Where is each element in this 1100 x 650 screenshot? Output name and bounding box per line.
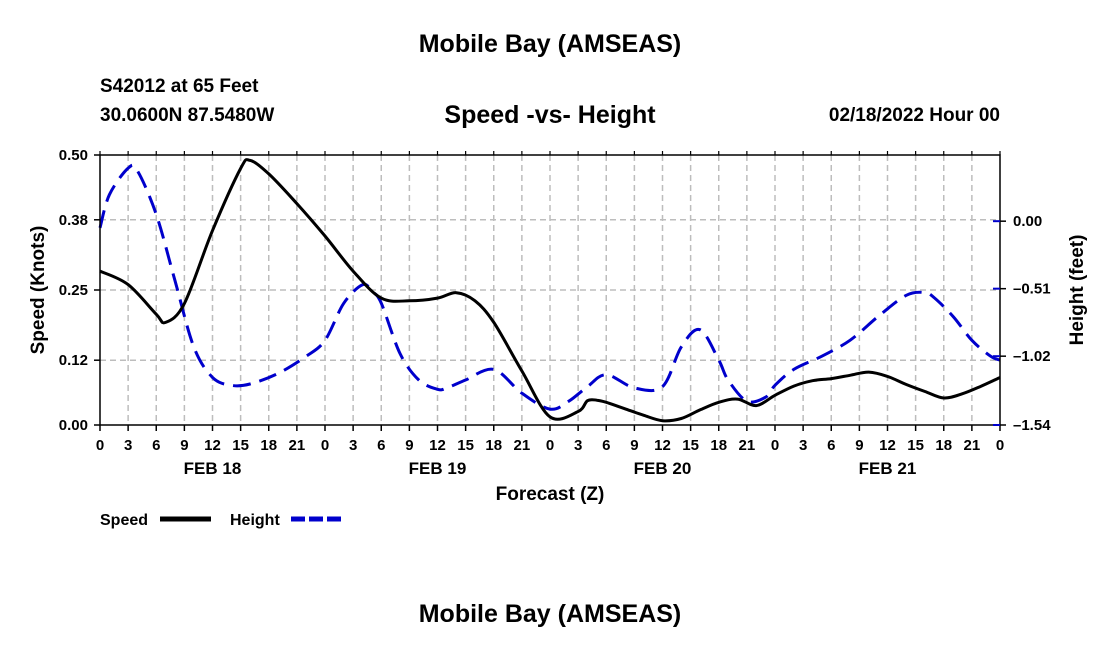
- x-tick-label: 12: [879, 437, 896, 454]
- x-tick-label: 21: [514, 437, 531, 454]
- series-layer: [98, 158, 1001, 423]
- y-tick-label: 0.12: [59, 352, 88, 369]
- y2-tick-label: –1.02: [1013, 348, 1051, 365]
- x-tick-label: 15: [457, 437, 474, 454]
- speed-height-chart: 0 3 6 9 12 15 18 21 0 3 6 9 12 15 18 21 0 3 6 9 12 15 18 21 0 3 6 9…: [28, 147, 1088, 529]
- x-tick-label: 0: [771, 437, 779, 454]
- x-tick-label: 15: [907, 437, 924, 454]
- axis-layer: 0 3 6 9 12 15 18 21 0 3 6 9 12 15 18 21 0 3 6 9 12 15 18 21 0 3 6 9…: [59, 147, 1051, 478]
- x-tick-label: 9: [855, 437, 863, 454]
- day-label: FEB 18: [184, 459, 242, 478]
- y-tick-label: 0.50: [59, 147, 88, 164]
- legend-label-height: Height: [230, 512, 280, 529]
- x-tick-label: 9: [405, 437, 413, 454]
- height-series-line: [98, 163, 1001, 411]
- forecast-datetime: 02/18/2022 Hour 00: [828, 105, 1000, 126]
- x-tick-label: 3: [349, 437, 357, 454]
- x-tick-label: 0: [96, 437, 104, 454]
- day-label: FEB 20: [634, 459, 692, 478]
- footer-title: Mobile Bay (AMSEAS): [418, 600, 682, 628]
- x-tick-label: 15: [682, 437, 699, 454]
- page-title: Mobile Bay (AMSEAS): [418, 30, 682, 58]
- y2-tick-label: –1.54: [1013, 417, 1051, 434]
- x-tick-label: 6: [602, 437, 610, 454]
- x-tick-label: 12: [429, 437, 446, 454]
- x-tick-label: 12: [204, 437, 221, 454]
- chart-subtitle: Speed -vs- Height: [444, 101, 656, 129]
- y-axis-title: Speed (Knots): [28, 226, 49, 355]
- x-tick-label: 3: [574, 437, 582, 454]
- y-tick-label: 0.25: [59, 282, 88, 299]
- day-label: FEB 19: [409, 459, 467, 478]
- legend-label-speed: Speed: [100, 512, 148, 529]
- x-tick-label: 12: [654, 437, 671, 454]
- x-tick-label: 21: [289, 437, 306, 454]
- x-tick-label: 6: [152, 437, 160, 454]
- grid-layer: [100, 155, 1000, 425]
- x-axis-title: Forecast (Z): [496, 484, 605, 505]
- x-tick-label: 21: [739, 437, 756, 454]
- x-tick-label: 18: [260, 437, 277, 454]
- x-tick-label: 0: [321, 437, 329, 454]
- legend: Speed Height: [100, 512, 343, 529]
- day-label: FEB 21: [859, 459, 917, 478]
- x-tick-label: 9: [630, 437, 638, 454]
- y2-tick-label: –0.51: [1013, 281, 1051, 298]
- y-tick-label: 0.38: [59, 212, 88, 229]
- y-tick-label: 0.00: [59, 417, 88, 434]
- x-tick-label: 18: [935, 437, 952, 454]
- y2-axis-title: Height (feet): [1067, 235, 1088, 346]
- x-tick-label: 0: [996, 437, 1004, 454]
- speed-series-line: [99, 158, 1001, 423]
- x-tick-label: 3: [124, 437, 132, 454]
- coordinates-label: 30.0600N 87.5480W: [100, 105, 275, 126]
- x-tick-label: 9: [180, 437, 188, 454]
- x-tick-label: 18: [710, 437, 727, 454]
- x-tick-label: 3: [799, 437, 807, 454]
- x-tick-label: 6: [827, 437, 835, 454]
- x-tick-label: 21: [964, 437, 981, 454]
- y2-tick-label: 0.00: [1013, 213, 1042, 230]
- x-tick-label: 0: [546, 437, 554, 454]
- x-tick-label: 15: [232, 437, 249, 454]
- x-tick-label: 18: [485, 437, 502, 454]
- x-tick-label: 6: [377, 437, 385, 454]
- station-label: S42012 at 65 Feet: [100, 76, 259, 97]
